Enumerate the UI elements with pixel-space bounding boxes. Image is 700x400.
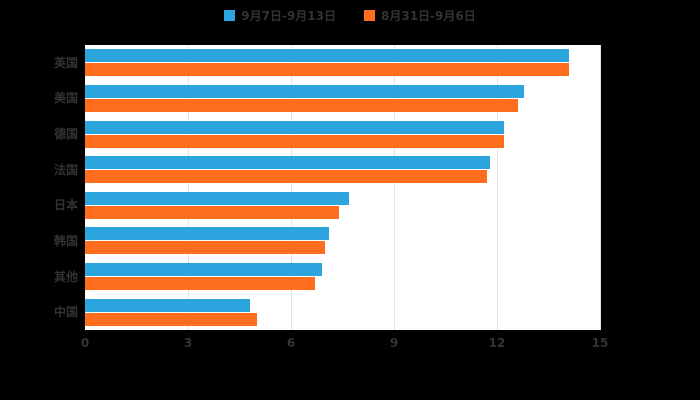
legend: 9月7日-9月13日 8月31日-9月6日 [0, 7, 700, 24]
category-label: 英国 [53, 55, 78, 70]
bar-series2 [85, 205, 340, 219]
bar-series2 [85, 277, 316, 291]
gridline [187, 45, 189, 330]
category-label: 法国 [53, 162, 78, 177]
category-label: 美国 [53, 91, 78, 106]
plot-area [85, 45, 601, 330]
gridline [496, 45, 498, 330]
legend-label-series1: 9月7日-9月13日 [241, 9, 336, 23]
x-tick-label: 3 [183, 336, 193, 350]
x-tick-label: 6 [286, 336, 296, 350]
bar-series2 [85, 134, 504, 148]
legend-item-series2[interactable]: 8月31日-9月6日 [364, 7, 476, 24]
x-tick-label: 12 [488, 336, 506, 350]
x-tick-label: 0 [80, 336, 90, 350]
legend-swatch-orange-icon [364, 10, 375, 21]
category-label: 韩国 [53, 233, 78, 248]
category-label: 德国 [53, 127, 78, 142]
bar-series1 [85, 120, 504, 134]
bar-series1 [85, 49, 570, 63]
gridline [393, 45, 395, 330]
bar-series1 [85, 191, 350, 205]
gridline [599, 45, 601, 330]
bar-series2 [85, 98, 518, 112]
category-label: 中国 [53, 305, 78, 320]
x-tick-label: 15 [591, 336, 609, 350]
x-tick-label: 9 [389, 336, 399, 350]
bar-series2 [85, 63, 570, 77]
bar-series2 [85, 312, 257, 326]
bar-series2 [85, 170, 487, 184]
bar-series1 [85, 156, 491, 170]
bar-series2 [85, 241, 326, 255]
bar-series1 [85, 84, 525, 98]
legend-item-series1[interactable]: 9月7日-9月13日 [224, 7, 336, 24]
bar-series1 [85, 263, 322, 277]
legend-label-series2: 8月31日-9月6日 [381, 9, 476, 23]
bar-series1 [85, 298, 250, 312]
gridline [290, 45, 292, 330]
bar-series1 [85, 227, 329, 241]
category-label: 其他 [53, 269, 78, 284]
legend-swatch-blue-icon [224, 10, 236, 21]
category-label: 日本 [53, 198, 78, 213]
